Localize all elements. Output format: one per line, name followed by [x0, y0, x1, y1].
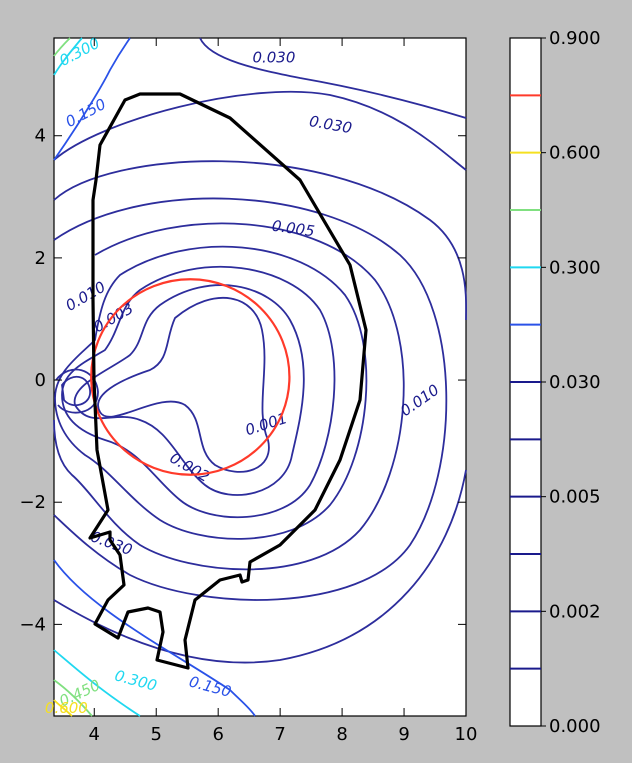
x-tick-label: 6 — [212, 724, 223, 745]
contour-line — [53, 197, 448, 601]
colorbar-tick-label: 0.002 — [549, 601, 601, 622]
contour-line — [61, 265, 336, 519]
contour-line — [53, 37, 71, 57]
y-tick-label: 0 — [35, 370, 46, 391]
contour-line — [53, 37, 83, 76]
y-tick-label: 4 — [35, 126, 46, 147]
contour-line — [73, 284, 305, 496]
axis-ticks: 4 5 6 7 8 9 10 4 2 0 −2 −4 — [19, 38, 477, 745]
colorbar: 0.900 0.600 0.300 0.030 0.005 0.002 0.000 — [509, 28, 601, 737]
vessel-wall — [88, 92, 368, 670]
contour-line — [199, 37, 467, 119]
y-tick-label: −4 — [19, 614, 46, 635]
contour-line — [53, 37, 131, 161]
contour-label: 0.030 — [252, 48, 295, 66]
contour-line — [53, 469, 467, 664]
y-tick-label: −2 — [19, 492, 46, 513]
colorbar-tick-label: 0.000 — [549, 716, 601, 737]
x-tick-label: 9 — [398, 724, 409, 745]
y-tick-label: 2 — [35, 248, 46, 269]
x-tick-label: 7 — [274, 724, 285, 745]
colorbar-tick-label: 0.300 — [549, 257, 601, 278]
x-tick-label: 5 — [150, 724, 161, 745]
contour-label: 0.600 — [45, 699, 88, 717]
red-circle — [90, 278, 291, 476]
x-tick-label: 4 — [89, 724, 100, 745]
colorbar-tick-label: 0.900 — [549, 28, 601, 49]
contour-line — [53, 679, 93, 717]
contour-line — [97, 296, 270, 473]
colorbar-tick-label: 0.600 — [549, 143, 601, 164]
contour-line — [53, 649, 141, 717]
x-tick-label: 8 — [336, 724, 347, 745]
contour-line — [53, 160, 468, 321]
contour-line — [53, 699, 73, 717]
contour-line — [53, 559, 256, 717]
contour-line — [54, 245, 368, 540]
colorbar-tick-label: 0.030 — [549, 372, 601, 393]
colorbar-tick-label: 0.005 — [549, 487, 601, 508]
contour-line — [53, 222, 405, 571]
x-tick-label: 10 — [455, 724, 478, 745]
contour-line — [61, 376, 91, 407]
contour-line — [55, 368, 99, 414]
red-circle — [90, 278, 291, 476]
vessel-wall-outline — [88, 92, 368, 670]
contour-label: 0.005 — [271, 217, 316, 241]
